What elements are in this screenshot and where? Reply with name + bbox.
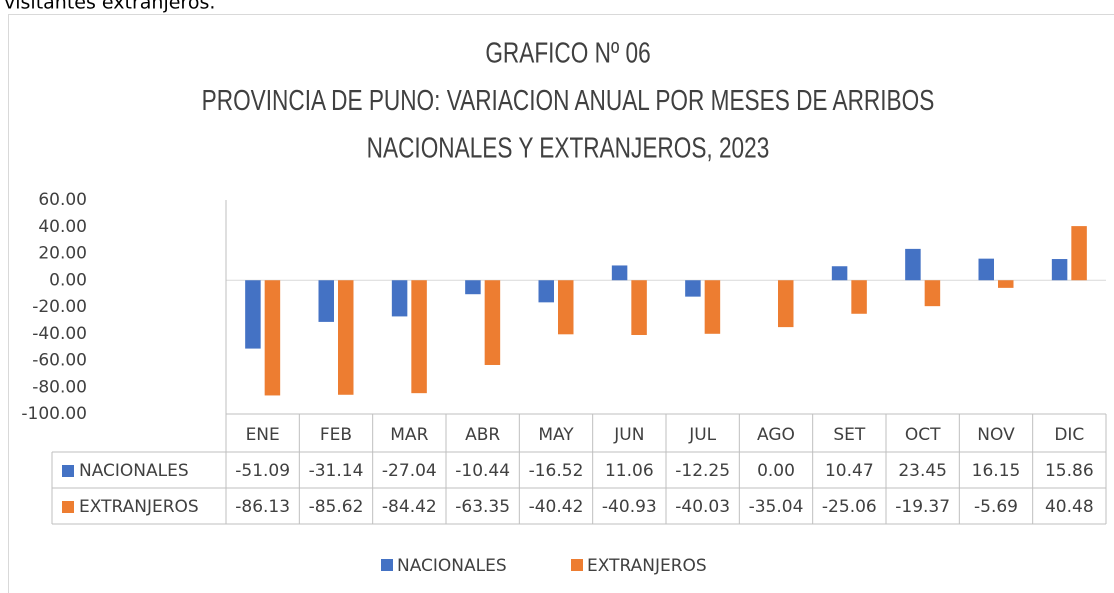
data-label: -25.06 [822,497,877,517]
data-label: -84.42 [382,497,437,517]
bar [1051,259,1068,281]
chart-title: GRAFICO Nº 06 [485,36,650,69]
bar [391,280,408,317]
x-tick-label: ENE [246,425,280,445]
x-tick-label: DIC [1054,425,1084,445]
table-series-name: NACIONALES [79,461,189,481]
bar [831,266,848,281]
bar [685,280,701,297]
legend-label: EXTRANJEROS [587,556,707,576]
y-tick-label: 60.00 [38,190,87,210]
data-label: -19.37 [895,497,950,517]
data-label: -51.09 [235,461,290,481]
data-label: 16.15 [972,461,1021,481]
bar [411,280,427,394]
chart-border [8,14,1114,593]
data-label: -16.52 [529,461,584,481]
bar [558,280,574,335]
data-label: -5.69 [974,497,1018,517]
bar [905,248,921,281]
bar [978,258,994,281]
data-label: 11.06 [605,461,654,481]
bar [245,280,261,349]
data-label: -85.62 [309,497,364,517]
data-label: -40.42 [529,497,584,517]
y-tick-label: -80.00 [32,377,87,397]
x-tick-label: JUL [688,425,716,445]
legend-key [381,559,393,571]
table-legend-key [62,501,74,513]
bar [631,280,647,335]
data-label: -12.25 [675,461,730,481]
data-label: 15.86 [1045,461,1094,481]
x-tick-label: ABR [465,425,500,445]
x-tick-label: MAY [538,425,574,445]
x-tick-label: MAR [390,425,428,445]
data-label: 0.00 [757,461,795,481]
x-tick-label: FEB [320,425,352,445]
x-tick-label: AGO [757,425,795,445]
bar [338,280,354,395]
data-label: -40.03 [675,497,730,517]
data-label: 10.47 [825,461,874,481]
bar [318,280,334,322]
chart-title: PROVINCIA DE PUNO: VARIACION ANUAL POR M… [202,83,935,116]
bar [924,280,941,307]
intro-text: visitantes extranjeros. [4,0,215,14]
data-label: -40.93 [602,497,657,517]
bar [851,280,867,314]
data-label: 23.45 [898,461,947,481]
data-label: -10.44 [455,461,510,481]
bar [465,280,481,295]
bar [778,280,794,328]
table-legend-key [62,465,74,477]
data-label: -35.04 [749,497,804,517]
y-tick-label: -100.00 [21,404,87,424]
y-tick-label: 0.00 [49,270,87,290]
bar [484,280,501,365]
x-tick-label: SET [833,425,866,445]
bar [998,280,1014,288]
data-label: 40.48 [1045,497,1094,517]
legend-key [571,559,583,571]
table-series-name: EXTRANJEROS [79,497,199,517]
data-label: -63.35 [455,497,510,517]
data-label: -86.13 [235,497,290,517]
x-tick-label: NOV [977,425,1015,445]
y-tick-label: 40.00 [38,217,87,237]
bar [264,280,281,396]
y-tick-label: -40.00 [32,324,87,344]
data-label: -31.14 [309,461,364,481]
x-tick-label: OCT [905,425,941,445]
bar [611,265,628,281]
bar [704,280,721,334]
x-tick-label: JUN [613,425,644,445]
legend-label: NACIONALES [397,556,507,576]
y-tick-label: -20.00 [32,297,87,317]
bar [1071,226,1087,281]
y-tick-label: 20.00 [38,244,87,264]
y-tick-label: -60.00 [32,351,87,371]
data-label: -27.04 [382,461,437,481]
chart-title: NACIONALES Y EXTRANJEROS, 2023 [367,131,770,164]
bar [538,280,554,303]
